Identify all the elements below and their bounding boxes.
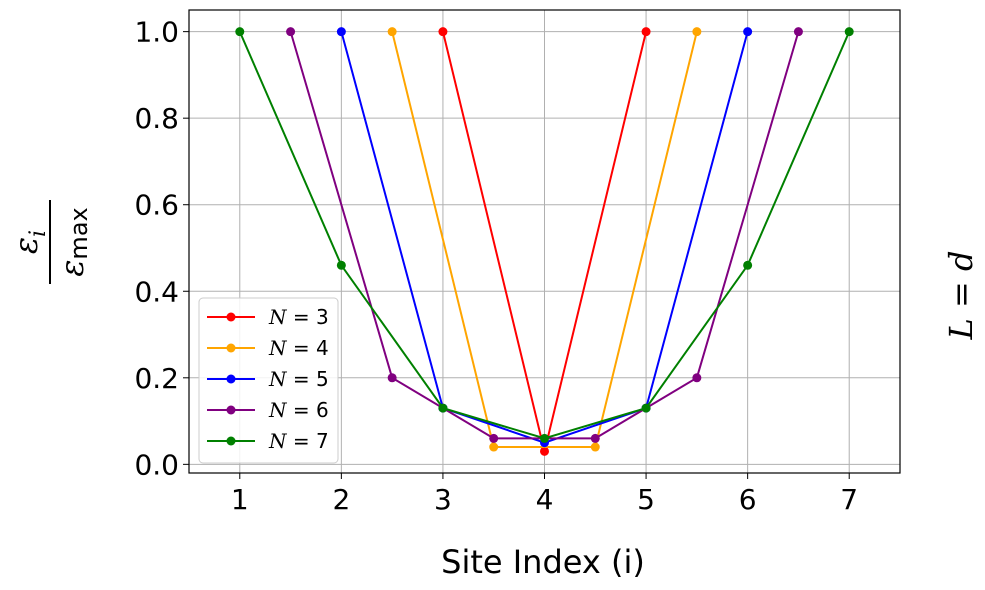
data-point	[743, 27, 753, 37]
data-point	[336, 27, 346, 37]
data-point	[641, 27, 651, 37]
series-n=7	[235, 27, 854, 443]
legend-item: N = 5	[207, 367, 329, 391]
data-point	[590, 442, 600, 452]
x-tick-label: 1	[231, 483, 249, 516]
legend-label: N = 7	[268, 429, 329, 453]
data-point	[387, 27, 397, 37]
legend-marker	[226, 312, 236, 322]
data-point	[336, 260, 346, 270]
y-tick-label: 0.4	[134, 275, 179, 308]
x-axis-title: Site Index (i)	[441, 543, 645, 581]
legend-label: N = 4	[268, 336, 329, 360]
tick-layer: 1 2 3 4 5 6 7 0.0 0.2 0.4 0.6 0.8 1.0	[134, 16, 858, 516]
data-point	[489, 433, 499, 443]
y-tick-label: 0.0	[134, 448, 179, 481]
legend-label: N = 6	[268, 398, 329, 422]
data-point	[540, 446, 549, 456]
data-point	[844, 27, 854, 37]
y-axis-title: εi εmax	[7, 200, 93, 284]
y-tick-label: 0.8	[134, 102, 179, 135]
y-axis-title-denominator: εmax	[53, 207, 93, 276]
data-point	[692, 373, 702, 383]
y-tick-label: 0.2	[134, 362, 179, 395]
y-tick-label: 1.0	[134, 16, 179, 49]
legend-marker	[226, 343, 236, 353]
y-axis-title-numerator: εi	[7, 230, 51, 254]
legend-item: N = 7	[207, 429, 329, 453]
legend-marker	[226, 436, 236, 446]
data-point	[489, 442, 499, 452]
legend-item: N = 4	[207, 336, 329, 360]
data-point	[286, 27, 296, 37]
y-tick-label: 0.6	[134, 189, 179, 222]
legend: N = 3 N = 4 N = 5 N = 6 N = 7	[198, 297, 339, 464]
data-point	[387, 373, 397, 383]
right-side-label: L = d	[942, 251, 980, 341]
series-n=3	[438, 27, 651, 456]
legend-marker	[226, 374, 236, 384]
data-point	[438, 403, 448, 413]
data-point	[793, 27, 803, 37]
x-tick-label: 3	[434, 483, 452, 516]
x-tick-label: 6	[739, 483, 757, 516]
legend-item: N = 3	[207, 305, 329, 329]
legend-box	[198, 297, 339, 464]
x-tick-label: 7	[840, 483, 858, 516]
x-tick-label: 5	[637, 483, 655, 516]
svg-text:L = d: L = d	[942, 251, 980, 341]
data-point	[743, 260, 753, 270]
legend-item: N = 6	[207, 398, 329, 422]
data-point	[438, 27, 448, 37]
series-layer	[235, 27, 854, 456]
x-tick-label: 4	[536, 483, 554, 516]
x-tick-label: 2	[332, 483, 350, 516]
data-point	[590, 433, 600, 443]
data-point	[540, 433, 549, 443]
data-point	[692, 27, 702, 37]
legend-label: N = 3	[268, 305, 329, 329]
legend-marker	[226, 405, 236, 415]
data-point	[235, 27, 245, 37]
data-point	[641, 403, 651, 413]
legend-label: N = 5	[268, 367, 329, 391]
